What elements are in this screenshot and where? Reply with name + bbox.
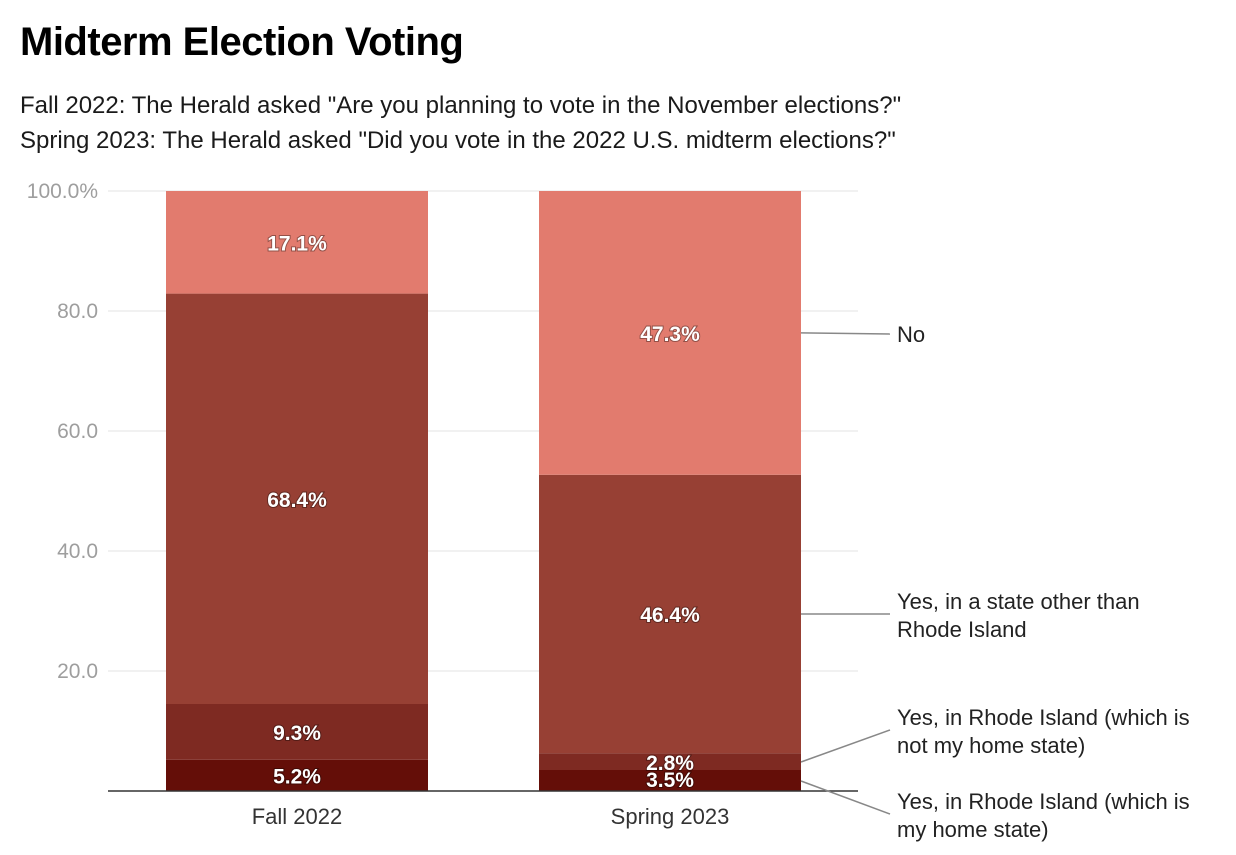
bar-segment: [539, 191, 801, 475]
legend-label: Yes, in Rhode Island (which is: [897, 705, 1190, 730]
bar-segment: [166, 704, 428, 760]
legend-leader-line: [800, 332, 891, 335]
bar-segment: [166, 293, 428, 704]
x-category-label: Fall 2022: [252, 804, 343, 829]
y-tick-label: 60.0: [57, 420, 98, 443]
bar-segment: [539, 474, 801, 754]
data-label: 9.3%: [273, 722, 321, 745]
data-label: 3.5%: [646, 769, 694, 792]
bar-segment: [166, 191, 428, 294]
data-label: 17.1%: [267, 232, 327, 255]
data-label: 2.8%: [646, 752, 694, 775]
x-category-label: Spring 2023: [611, 804, 730, 829]
legend-label: Yes, in a state other than: [897, 589, 1140, 614]
legend-label: my home state): [897, 817, 1049, 842]
data-label: 68.4%: [267, 489, 327, 512]
legend-leader-line: [800, 729, 891, 763]
data-label: 5.2%: [273, 765, 321, 788]
y-tick-label: 40.0: [57, 540, 98, 563]
bar-segment: [539, 753, 801, 770]
legend-label: No: [897, 322, 925, 347]
legend-label: not my home state): [897, 733, 1085, 758]
y-tick-label: 80.0: [57, 300, 98, 323]
chart-subtitle-fall: Fall 2022: The Herald asked "Are you pla…: [20, 92, 902, 119]
legend-label: Rhode Island: [897, 617, 1027, 642]
legend-leader-line: [800, 780, 891, 815]
legend-label: Yes, in Rhode Island (which is: [897, 789, 1190, 814]
data-label: 47.3%: [640, 323, 700, 346]
bar-segment: [166, 759, 428, 791]
chart-subtitle-spring: Spring 2023: The Herald asked "Did you v…: [20, 127, 896, 154]
chart-title: Midterm Election Voting: [20, 20, 464, 64]
data-label: 46.4%: [640, 604, 700, 627]
y-tick-label: 100.0%: [27, 180, 98, 203]
y-tick-label: 20.0: [57, 660, 98, 683]
bar-segment: [539, 770, 801, 791]
